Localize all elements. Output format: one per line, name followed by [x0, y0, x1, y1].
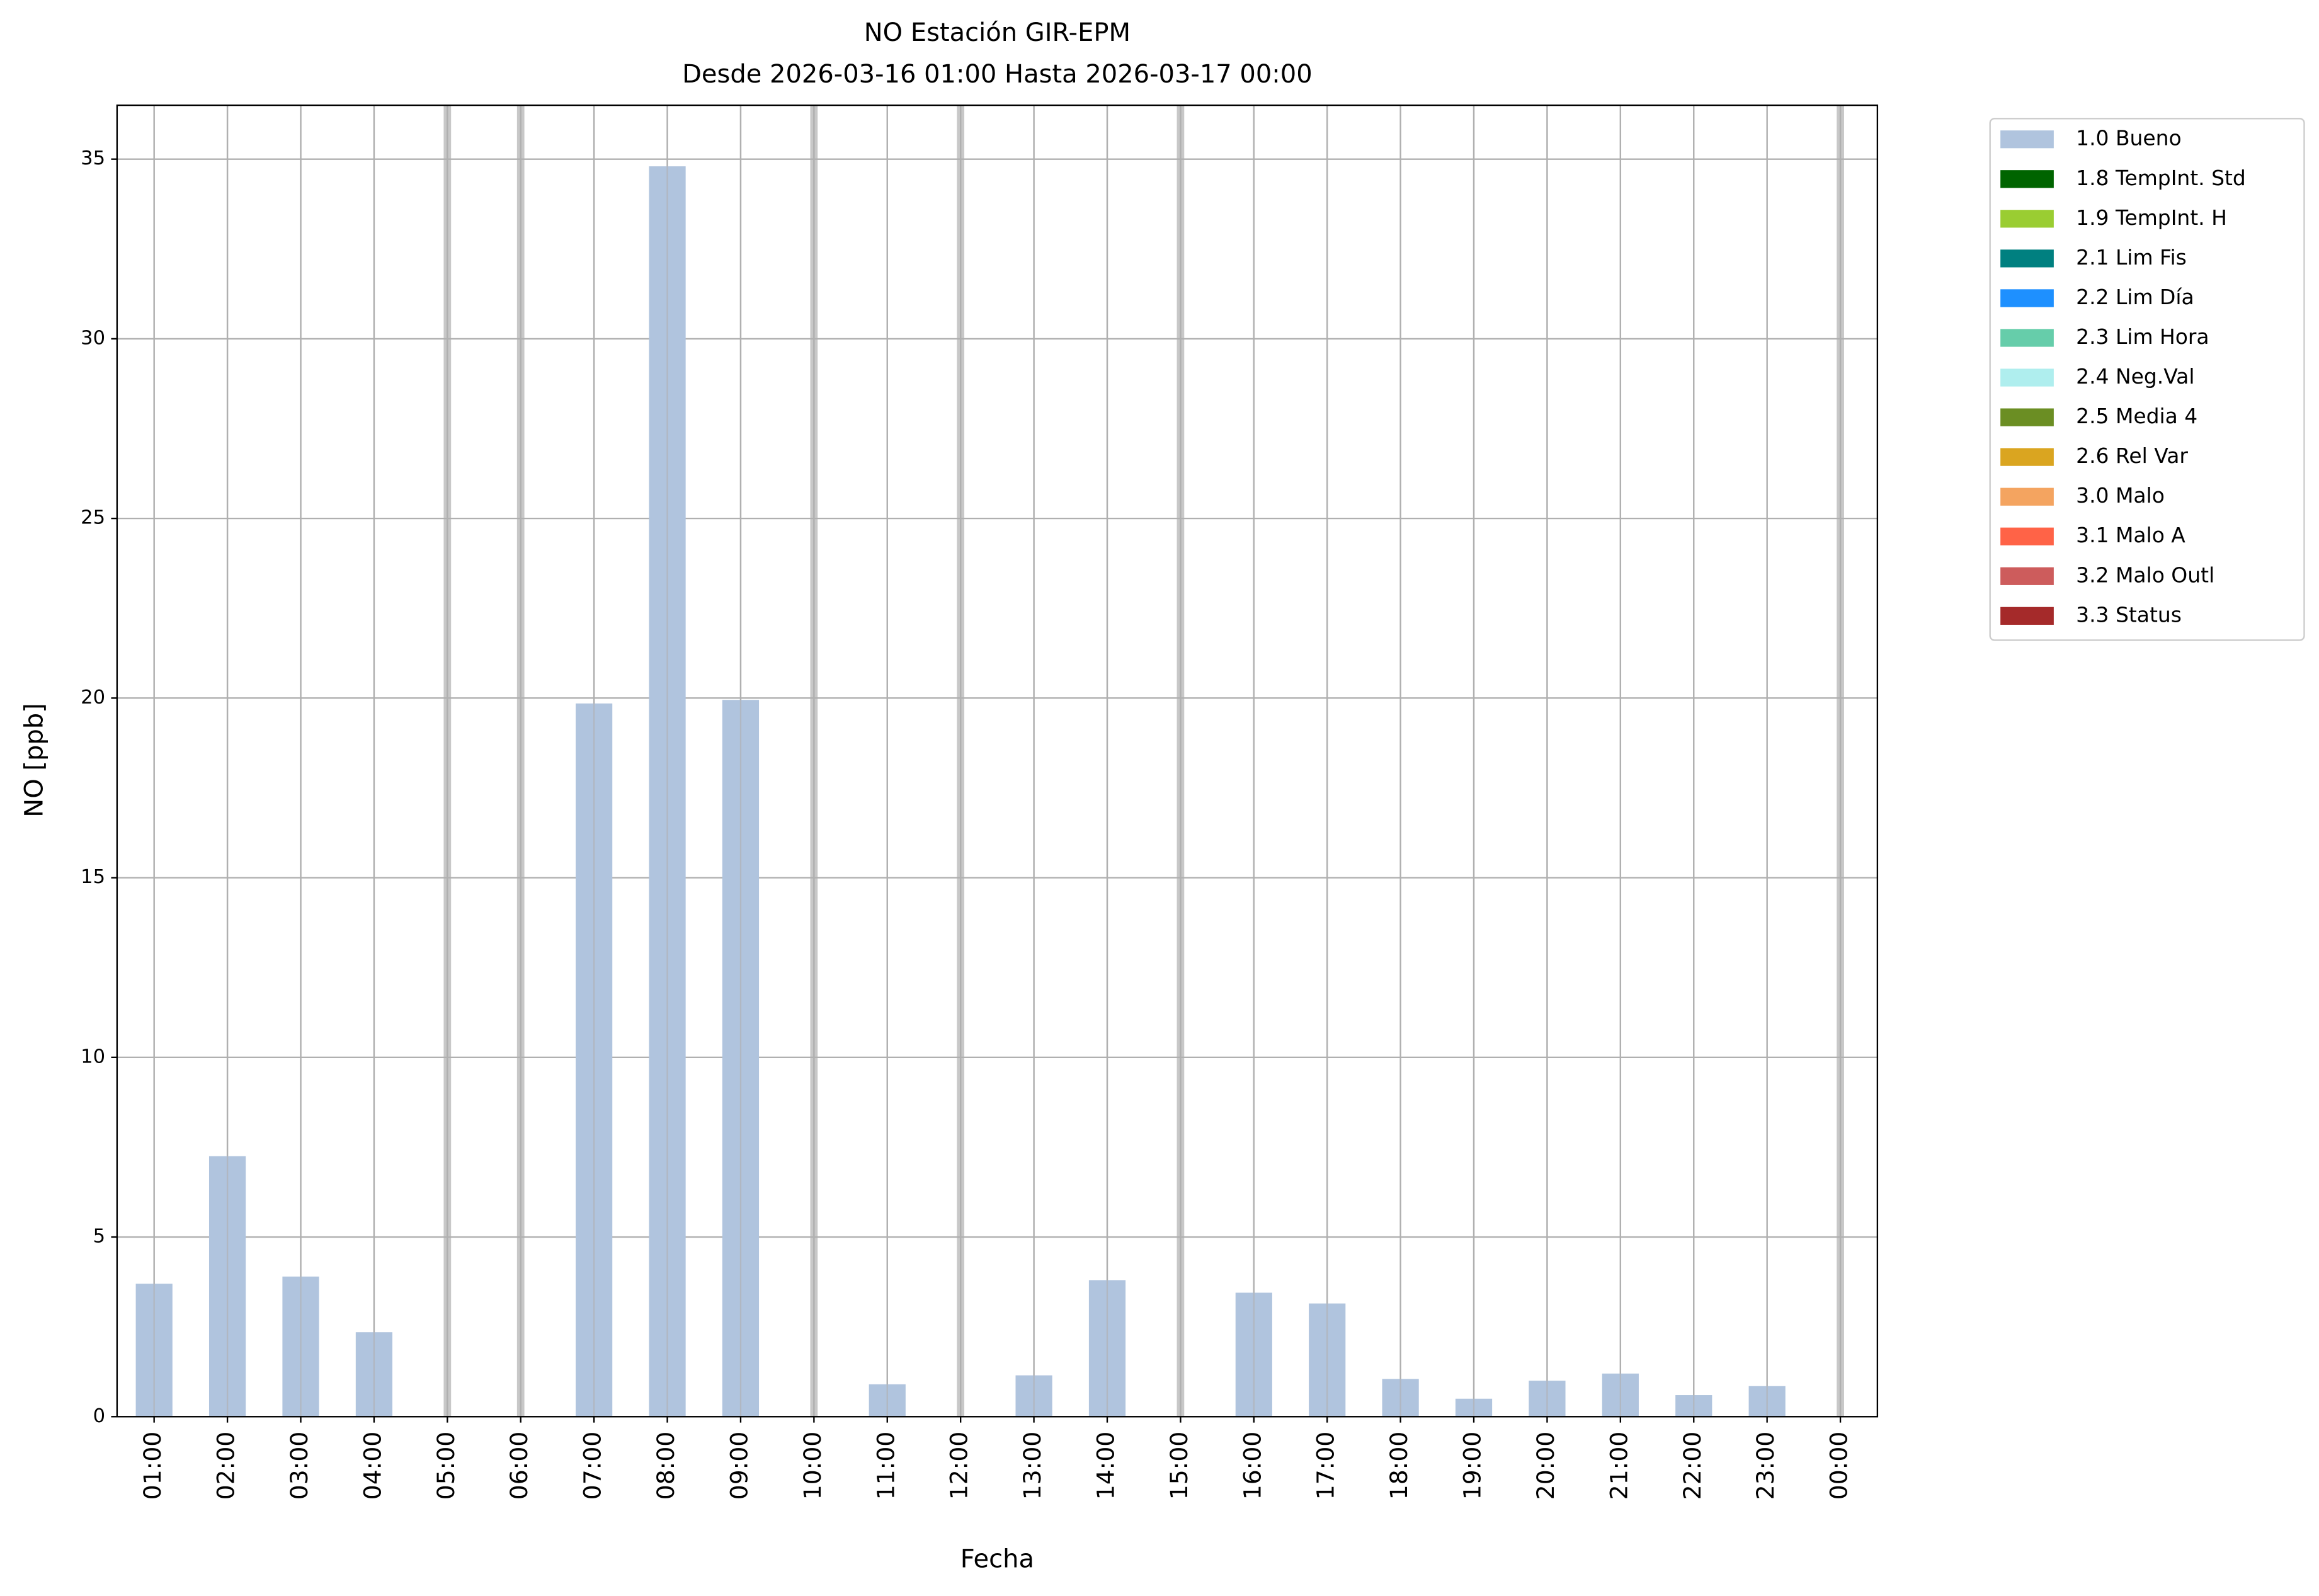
x-tick-label: 09:00: [725, 1432, 753, 1500]
legend-swatch: [2000, 170, 2054, 188]
legend-swatch: [2000, 408, 2054, 426]
chart-subtitle: Desde 2026-03-16 01:00 Hasta 2026-03-17 …: [682, 60, 1313, 89]
legend-label: 2.2 Lim Día: [2076, 285, 2194, 309]
y-tick-label: 30: [81, 327, 105, 349]
y-tick-label: 20: [81, 687, 105, 709]
x-tick-label: 20:00: [1532, 1432, 1559, 1500]
x-tick-label: 11:00: [872, 1432, 899, 1500]
y-tick-label: 15: [81, 866, 105, 888]
x-tick-label: 15:00: [1165, 1432, 1193, 1500]
chart-title: NO Estación GIR-EPM: [864, 18, 1131, 47]
legend-swatch: [2000, 368, 2054, 387]
x-axis-label: Fecha: [960, 1544, 1034, 1573]
x-tick-label: 10:00: [799, 1432, 826, 1500]
x-tick-label: 04:00: [358, 1432, 386, 1500]
legend-swatch: [2000, 527, 2054, 545]
legend-label: 2.1 Lim Fis: [2076, 245, 2187, 270]
legend-label: 1.9 TempInt. H: [2076, 205, 2227, 230]
x-tick-label: 00:00: [1825, 1432, 1853, 1500]
legend-label: 1.8 TempInt. Std: [2076, 166, 2246, 190]
legend-label: 3.1 Malo A: [2076, 523, 2185, 547]
y-tick-label: 10: [81, 1046, 105, 1068]
x-tick-label: 08:00: [652, 1432, 680, 1500]
x-tick-label: 01:00: [139, 1432, 166, 1500]
x-tick-label: 03:00: [285, 1432, 313, 1500]
legend-swatch: [2000, 567, 2054, 585]
legend-label: 2.4 Neg.Val: [2076, 364, 2194, 389]
x-tick-label: 21:00: [1605, 1432, 1632, 1500]
legend-label: 3.3 Status: [2076, 602, 2182, 627]
legend-swatch: [2000, 249, 2054, 268]
y-tick-label: 25: [81, 507, 105, 529]
y-axis-label: NO [ppb]: [20, 703, 48, 817]
legend-label: 1.0 Bueno: [2076, 126, 2182, 151]
legend-label: 2.6 Rel Var: [2076, 443, 2188, 468]
legend-label: 2.5 Media 4: [2076, 404, 2197, 428]
legend-label: 2.3 Lim Hora: [2076, 324, 2209, 349]
x-tick-label: 16:00: [1238, 1432, 1266, 1500]
legend-label: 3.2 Malo Outl: [2076, 562, 2214, 587]
x-tick-label: 07:00: [579, 1432, 607, 1500]
x-tick-label: 12:00: [945, 1432, 973, 1500]
y-tick-label: 0: [93, 1405, 105, 1427]
x-tick-label: 13:00: [1018, 1432, 1046, 1500]
legend-swatch: [2000, 130, 2054, 149]
legend-swatch: [2000, 487, 2054, 506]
legend-swatch: [2000, 448, 2054, 466]
plot-frame: [116, 104, 1879, 1418]
x-tick-label: 05:00: [432, 1432, 460, 1500]
legend-label: 3.0 Malo: [2076, 483, 2165, 508]
legend-swatch: [2000, 289, 2054, 307]
x-tick-label: 17:00: [1312, 1432, 1340, 1500]
legend-swatch: [2000, 210, 2054, 228]
x-tick-label: 22:00: [1678, 1432, 1706, 1500]
x-tick-label: 18:00: [1385, 1432, 1413, 1500]
x-tick-label: 19:00: [1459, 1432, 1486, 1500]
legend-frame: [1989, 118, 2305, 641]
legend: 1.0 Bueno 1.8 TempInt. Std 1.9 TempInt. H 2…: [1989, 118, 2305, 641]
legend-swatch: [2000, 329, 2054, 347]
legend-swatch: [2000, 607, 2054, 625]
y-tick-label: 35: [81, 147, 105, 169]
x-tick-label: 06:00: [505, 1432, 533, 1500]
x-tick-label: 23:00: [1752, 1432, 1779, 1500]
y-tick-label: 5: [93, 1226, 105, 1248]
x-tick-label: 02:00: [212, 1432, 240, 1500]
x-tick-label: 14:00: [1091, 1432, 1119, 1500]
